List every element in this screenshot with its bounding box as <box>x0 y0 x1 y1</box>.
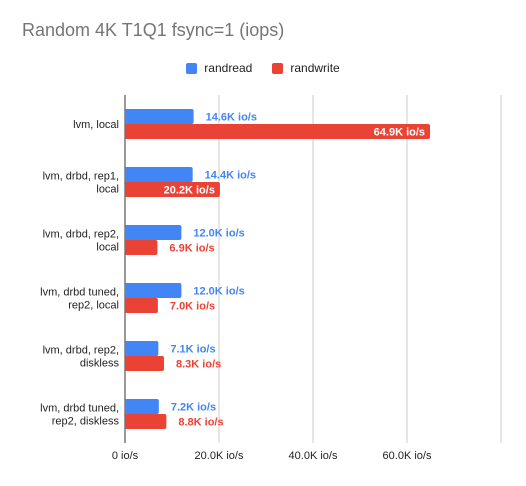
x-tick-label: 60.0K io/s <box>383 450 432 462</box>
category-label: rep2, diskless <box>52 416 120 428</box>
data-label-randread: 12.0K io/s <box>193 228 244 240</box>
category-label: lvm, drbd tuned, <box>40 287 119 299</box>
data-label-randread: 12.0K io/s <box>193 286 244 298</box>
bar-randwrite <box>125 182 220 197</box>
bar-randread <box>125 399 159 414</box>
category-label: lvm, drbd, rep2, <box>43 345 119 357</box>
bar-randwrite <box>125 414 167 429</box>
legend-item-randwrite[interactable]: randwrite <box>272 61 340 75</box>
legend-swatch-randwrite <box>272 62 284 74</box>
bar-randwrite <box>125 240 158 255</box>
category-label: lvm, drbd, rep2, <box>43 229 119 241</box>
category-label: lvm, local <box>73 119 119 131</box>
data-label-randwrite: 7.0K io/s <box>170 301 215 313</box>
x-tick-label: 20.0K io/s <box>195 450 244 462</box>
data-label-randread: 14.6K io/s <box>206 112 257 124</box>
category-label: lvm, drbd tuned, <box>40 403 119 415</box>
x-tick-label: 40.0K io/s <box>289 450 338 462</box>
data-label-randwrite: 64.9K io/s <box>374 127 425 139</box>
data-label-randwrite: 6.9K io/s <box>169 243 214 255</box>
bar-randread <box>125 341 159 356</box>
bar-randwrite <box>125 356 165 371</box>
category-label: rep2, local <box>68 300 119 312</box>
data-label-randwrite: 20.2K io/s <box>164 185 215 197</box>
chart-title: Random 4K T1Q1 fsync=1 (iops) <box>22 20 285 40</box>
bar-randread <box>125 167 193 182</box>
category-label: lvm, drbd, rep1, <box>43 171 119 183</box>
legend-item-randread[interactable]: randread <box>186 61 252 75</box>
x-tick-label: 0 io/s <box>112 450 139 462</box>
bar-randread <box>125 109 194 124</box>
bar-randwrite <box>125 298 158 313</box>
category-label: diskless <box>80 358 120 370</box>
data-label-randwrite: 8.8K io/s <box>178 417 223 429</box>
data-label-randread: 7.2K io/s <box>171 402 216 414</box>
bar-randread <box>125 225 182 240</box>
legend-label-randwrite: randwrite <box>290 61 340 75</box>
data-label-randread: 7.1K io/s <box>170 344 215 356</box>
legend-swatch-randread <box>186 62 198 74</box>
bar-randread <box>125 283 182 298</box>
category-label: local <box>96 242 119 254</box>
data-label-randwrite: 8.3K io/s <box>176 359 221 371</box>
category-label: local <box>96 184 119 196</box>
legend: randread randwrite <box>0 61 526 75</box>
data-label-randread: 14.4K io/s <box>205 170 256 182</box>
bar-randwrite <box>125 124 431 139</box>
legend-label-randread: randread <box>204 61 253 75</box>
